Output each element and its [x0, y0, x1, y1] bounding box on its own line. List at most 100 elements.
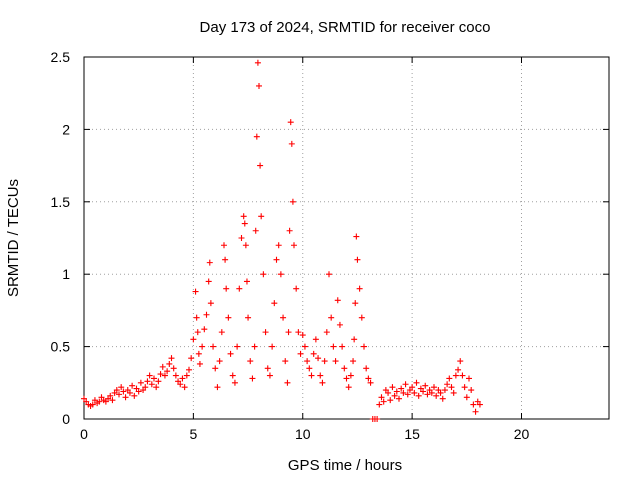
data-point — [170, 365, 177, 372]
x-tick-label: 5 — [189, 426, 197, 442]
data-point — [389, 384, 396, 391]
data-point — [422, 382, 429, 389]
data-point — [354, 256, 361, 263]
data-point — [365, 375, 372, 382]
data-point — [402, 381, 409, 388]
data-point — [385, 389, 392, 396]
data-point — [236, 285, 243, 292]
data-point — [304, 358, 311, 365]
data-point — [441, 387, 448, 394]
data-point — [319, 379, 326, 386]
data-point — [118, 384, 125, 391]
data-point — [153, 384, 160, 391]
data-point — [196, 360, 203, 367]
data-point — [271, 300, 278, 307]
data-point — [457, 358, 464, 365]
data-point — [252, 227, 259, 234]
data-point — [229, 372, 236, 379]
data-point — [297, 350, 304, 357]
data-point — [195, 350, 202, 357]
data-point — [317, 372, 324, 379]
data-point — [207, 300, 214, 307]
data-point — [186, 366, 192, 373]
data-point — [155, 378, 162, 385]
data-point — [345, 384, 352, 391]
data-point — [206, 259, 213, 266]
data-point — [393, 388, 400, 395]
data-point — [332, 358, 339, 365]
data-point — [166, 360, 173, 367]
data-point — [289, 198, 296, 205]
data-point — [192, 288, 199, 295]
data-point — [446, 375, 453, 382]
data-point — [109, 397, 116, 404]
data-point — [352, 300, 359, 307]
data-point — [391, 392, 398, 399]
data-point — [222, 256, 229, 263]
data-point — [396, 395, 402, 402]
data-point — [131, 392, 138, 399]
data-point — [468, 387, 475, 394]
ticks-layer: 0 5 10 15 20 0 0.5 1 1.5 2 2.5 — [51, 49, 609, 442]
data-point — [122, 394, 129, 401]
data-point — [253, 133, 260, 140]
data-point — [330, 343, 337, 350]
data-point — [433, 392, 440, 399]
y-tick-label: 1.5 — [51, 194, 71, 210]
data-point — [264, 365, 271, 372]
grid-layer — [84, 57, 609, 419]
data-point — [234, 343, 241, 350]
data-point — [201, 326, 208, 333]
data-point — [411, 389, 418, 396]
data-point — [339, 343, 346, 350]
x-tick-label: 10 — [295, 426, 311, 442]
axes-layer — [83, 56, 610, 420]
data-point — [321, 358, 328, 365]
y-tick-label: 0 — [62, 411, 70, 427]
x-tick-label: 20 — [514, 426, 530, 442]
y-tick-label: 0.5 — [51, 339, 71, 355]
data-point — [146, 372, 153, 379]
data-point — [251, 343, 258, 350]
data-point — [288, 140, 295, 147]
data-point — [326, 271, 332, 278]
data-point — [168, 355, 175, 362]
data-point — [177, 381, 184, 388]
data-point — [334, 297, 341, 304]
data-point — [424, 391, 431, 398]
data-point — [221, 242, 227, 249]
data-point — [285, 329, 292, 336]
data-point — [374, 416, 381, 422]
data-point — [380, 398, 387, 405]
data-point — [96, 398, 103, 405]
data-point — [260, 271, 267, 278]
data-point — [336, 321, 343, 328]
x-axis-label: GPS time / hours — [288, 457, 402, 474]
data-point — [142, 384, 149, 391]
data-point — [203, 311, 210, 318]
data-point — [116, 391, 122, 398]
data-point — [172, 372, 179, 379]
data-point — [301, 343, 308, 350]
data-point — [295, 329, 302, 336]
data-point — [231, 379, 238, 386]
data-point — [216, 358, 223, 365]
data-point — [188, 355, 195, 362]
data-point — [181, 384, 188, 391]
data-point — [257, 162, 264, 169]
data-point — [299, 332, 306, 339]
data-point — [358, 314, 365, 321]
data-point — [439, 395, 446, 402]
data-point — [282, 358, 289, 365]
data-point — [129, 382, 136, 389]
data-points — [81, 59, 483, 422]
data-point — [277, 271, 284, 278]
y-tick-label: 2 — [62, 121, 70, 137]
data-point — [315, 355, 322, 362]
data-point — [470, 401, 477, 408]
data-point — [308, 372, 315, 379]
data-point — [183, 372, 190, 379]
data-point — [194, 329, 201, 336]
data-point — [404, 391, 411, 398]
